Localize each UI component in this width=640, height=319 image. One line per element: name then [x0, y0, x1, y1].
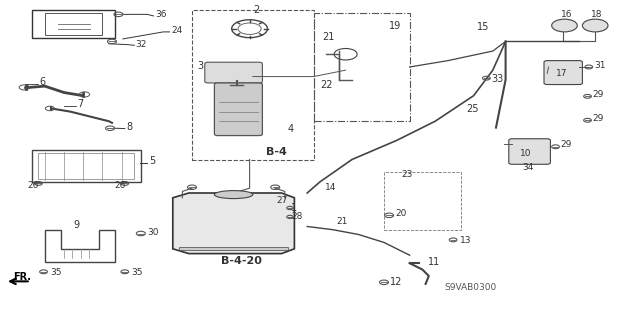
Text: 24: 24	[171, 26, 182, 35]
Text: 34: 34	[522, 163, 534, 172]
Text: 17: 17	[556, 69, 567, 78]
Text: 29: 29	[593, 90, 604, 99]
Text: 3: 3	[197, 61, 204, 71]
Text: 35: 35	[131, 268, 143, 277]
Text: FR.: FR.	[13, 272, 31, 282]
Text: 9: 9	[74, 220, 80, 230]
Text: 2: 2	[253, 5, 259, 15]
Text: 30: 30	[147, 228, 159, 237]
Text: 14: 14	[325, 183, 337, 192]
Text: B-4-20: B-4-20	[221, 256, 262, 266]
Text: 11: 11	[428, 257, 440, 267]
Text: 18: 18	[591, 10, 603, 19]
Text: 16: 16	[561, 10, 572, 19]
Text: B-4: B-4	[266, 147, 287, 157]
Text: 4: 4	[288, 124, 294, 134]
FancyBboxPatch shape	[205, 62, 262, 83]
Text: 6: 6	[40, 78, 46, 87]
Polygon shape	[173, 193, 294, 254]
Text: 5: 5	[149, 156, 156, 166]
Text: 22: 22	[320, 80, 333, 90]
Text: 7: 7	[77, 99, 83, 109]
Text: 1: 1	[291, 203, 298, 212]
Text: 21: 21	[322, 32, 334, 42]
Text: 27: 27	[276, 196, 288, 204]
Text: 28: 28	[291, 212, 303, 221]
Text: 26: 26	[114, 181, 125, 190]
Text: 29: 29	[561, 140, 572, 149]
Text: S9VAB0300: S9VAB0300	[445, 283, 497, 292]
Text: 26: 26	[27, 181, 38, 190]
Text: 36: 36	[155, 10, 166, 19]
Text: 29: 29	[593, 114, 604, 123]
Ellipse shape	[214, 190, 253, 198]
FancyBboxPatch shape	[509, 139, 550, 164]
Text: 20: 20	[396, 209, 407, 218]
Text: 21: 21	[336, 217, 348, 226]
Text: 8: 8	[126, 122, 132, 131]
Circle shape	[582, 19, 608, 32]
Polygon shape	[179, 247, 288, 250]
Text: 33: 33	[492, 74, 504, 84]
Text: 25: 25	[466, 104, 479, 114]
Text: 31: 31	[594, 61, 605, 70]
FancyBboxPatch shape	[544, 61, 582, 85]
Text: 32: 32	[136, 40, 147, 48]
Circle shape	[552, 19, 577, 32]
Text: 35: 35	[50, 268, 61, 277]
Text: 12: 12	[390, 277, 403, 286]
Text: 23: 23	[401, 170, 413, 179]
FancyBboxPatch shape	[214, 83, 262, 136]
Text: 19: 19	[389, 21, 401, 31]
Text: 15: 15	[477, 22, 489, 32]
Text: 10: 10	[520, 149, 531, 158]
Text: 13: 13	[460, 236, 471, 245]
